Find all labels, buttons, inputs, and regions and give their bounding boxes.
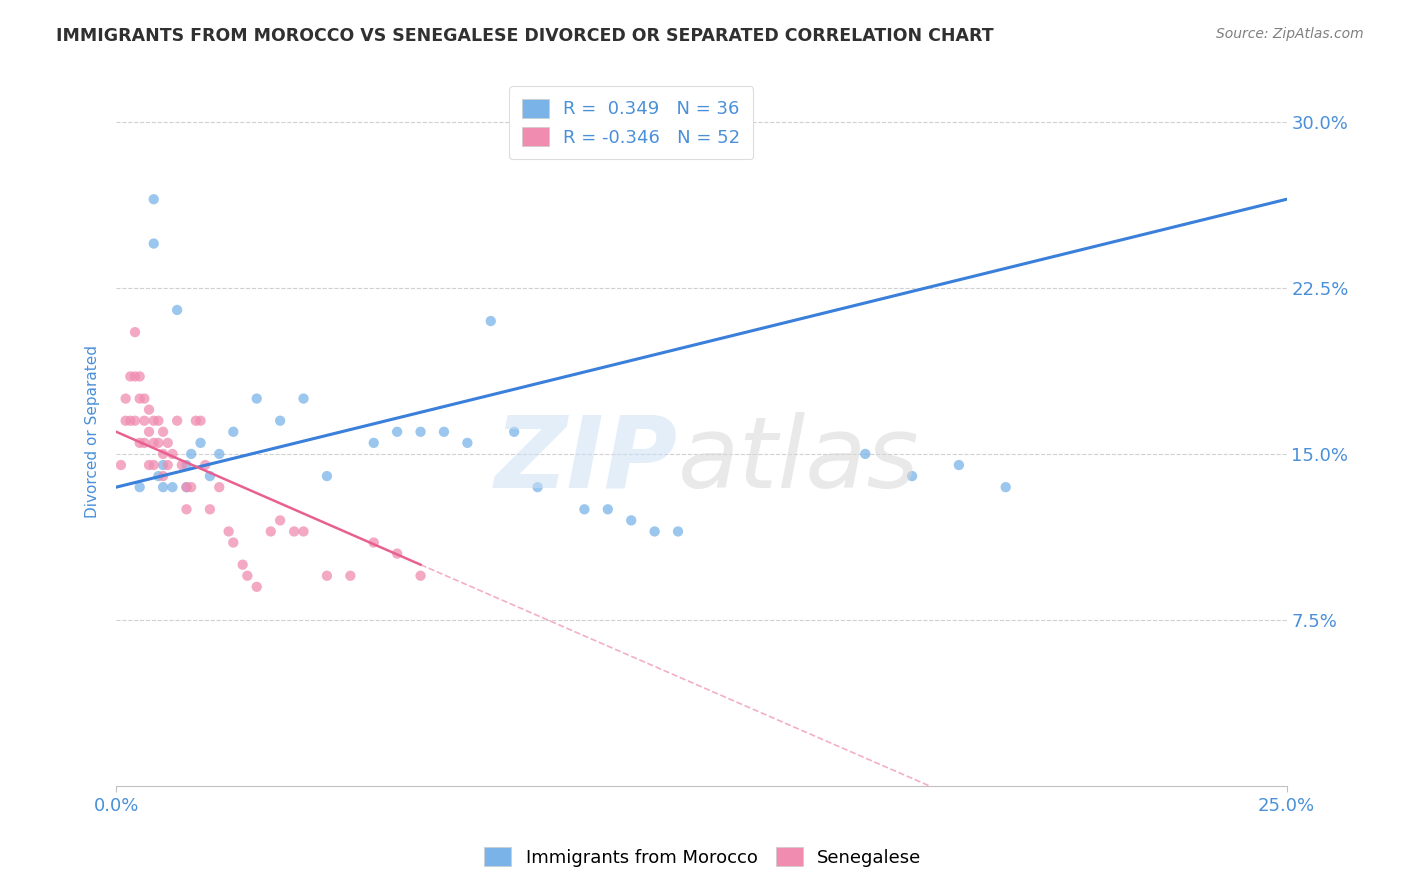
Point	[283, 524, 305, 539]
Point	[190, 435, 212, 450]
Point	[292, 524, 315, 539]
Point	[148, 469, 170, 483]
Point	[128, 392, 150, 406]
Point	[138, 425, 160, 439]
Point	[134, 435, 156, 450]
Point	[316, 469, 339, 483]
Point	[433, 425, 456, 439]
Point	[994, 480, 1017, 494]
Point	[152, 458, 174, 472]
Point	[180, 447, 202, 461]
Point	[162, 480, 184, 494]
Point	[339, 568, 361, 582]
Point	[110, 458, 132, 472]
Point	[574, 502, 596, 516]
Point	[644, 524, 666, 539]
Legend: Immigrants from Morocco, Senegalese: Immigrants from Morocco, Senegalese	[477, 840, 929, 874]
Point	[184, 414, 207, 428]
Point	[316, 568, 339, 582]
Point	[114, 414, 136, 428]
Point	[148, 435, 170, 450]
Point	[363, 535, 385, 549]
Point	[156, 435, 179, 450]
Y-axis label: Divorced or Separated: Divorced or Separated	[86, 345, 100, 518]
Point	[385, 425, 408, 439]
Point	[142, 414, 165, 428]
Point	[222, 535, 245, 549]
Point	[120, 369, 142, 384]
Point	[142, 435, 165, 450]
Point	[114, 392, 136, 406]
Point	[260, 524, 283, 539]
Text: ZIP: ZIP	[495, 411, 678, 508]
Point	[124, 369, 146, 384]
Point	[142, 236, 165, 251]
Point	[124, 414, 146, 428]
Point	[152, 425, 174, 439]
Point	[409, 425, 432, 439]
Point	[176, 502, 198, 516]
Point	[152, 447, 174, 461]
Point	[666, 524, 689, 539]
Point	[152, 480, 174, 494]
Point	[124, 325, 146, 339]
Point	[948, 458, 970, 472]
Point	[503, 425, 526, 439]
Point	[148, 414, 170, 428]
Point	[232, 558, 254, 572]
Point	[409, 568, 432, 582]
Point	[526, 480, 548, 494]
Point	[198, 502, 221, 516]
Point	[236, 568, 259, 582]
Point	[128, 435, 150, 450]
Point	[156, 458, 179, 472]
Point	[620, 513, 643, 527]
Point	[138, 402, 160, 417]
Point	[269, 513, 291, 527]
Point	[222, 425, 245, 439]
Legend: R =  0.349   N = 36, R = -0.346   N = 52: R = 0.349 N = 36, R = -0.346 N = 52	[509, 87, 754, 160]
Point	[292, 392, 315, 406]
Point	[134, 414, 156, 428]
Point	[194, 458, 217, 472]
Point	[385, 547, 408, 561]
Point	[363, 435, 385, 450]
Point	[120, 414, 142, 428]
Point	[246, 580, 269, 594]
Text: IMMIGRANTS FROM MOROCCO VS SENEGALESE DIVORCED OR SEPARATED CORRELATION CHART: IMMIGRANTS FROM MOROCCO VS SENEGALESE DI…	[56, 27, 994, 45]
Point	[166, 303, 188, 318]
Point	[596, 502, 619, 516]
Point	[128, 369, 150, 384]
Point	[456, 435, 478, 450]
Point	[246, 392, 269, 406]
Point	[269, 414, 291, 428]
Point	[138, 458, 160, 472]
Point	[190, 414, 212, 428]
Point	[176, 480, 198, 494]
Point	[128, 480, 150, 494]
Point	[134, 392, 156, 406]
Point	[142, 192, 165, 206]
Text: atlas: atlas	[678, 411, 920, 508]
Point	[218, 524, 240, 539]
Point	[901, 469, 924, 483]
Point	[479, 314, 502, 328]
Text: Source: ZipAtlas.com: Source: ZipAtlas.com	[1216, 27, 1364, 41]
Point	[176, 480, 198, 494]
Point	[208, 480, 231, 494]
Point	[142, 458, 165, 472]
Point	[208, 447, 231, 461]
Point	[170, 458, 193, 472]
Point	[152, 469, 174, 483]
Point	[198, 469, 221, 483]
Point	[166, 414, 188, 428]
Point	[853, 447, 876, 461]
Point	[176, 458, 198, 472]
Point	[180, 480, 202, 494]
Point	[162, 447, 184, 461]
